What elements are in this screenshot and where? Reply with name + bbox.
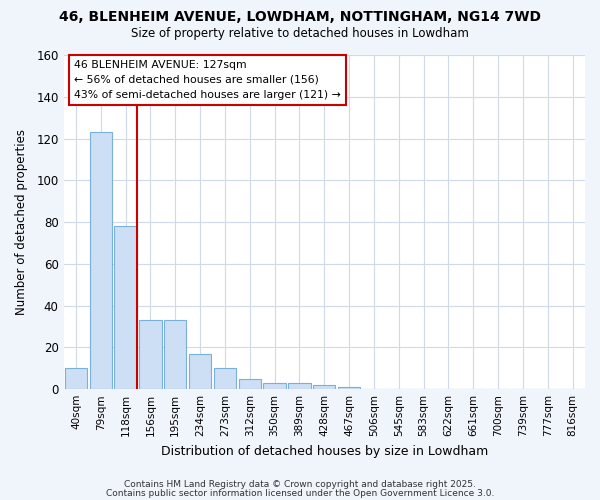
Bar — [115, 226, 137, 389]
Bar — [89, 132, 112, 389]
Bar — [65, 368, 87, 389]
Y-axis label: Number of detached properties: Number of detached properties — [15, 129, 28, 315]
Text: 46, BLENHEIM AVENUE, LOWDHAM, NOTTINGHAM, NG14 7WD: 46, BLENHEIM AVENUE, LOWDHAM, NOTTINGHAM… — [59, 10, 541, 24]
X-axis label: Distribution of detached houses by size in Lowdham: Distribution of detached houses by size … — [161, 444, 488, 458]
Bar — [239, 378, 261, 389]
Text: Size of property relative to detached houses in Lowdham: Size of property relative to detached ho… — [131, 28, 469, 40]
Bar — [164, 320, 187, 389]
Bar — [313, 385, 335, 389]
Bar — [338, 387, 360, 389]
Bar — [263, 383, 286, 389]
Text: 46 BLENHEIM AVENUE: 127sqm
← 56% of detached houses are smaller (156)
43% of sem: 46 BLENHEIM AVENUE: 127sqm ← 56% of deta… — [74, 60, 341, 100]
Bar — [214, 368, 236, 389]
Bar — [288, 383, 311, 389]
Text: Contains public sector information licensed under the Open Government Licence 3.: Contains public sector information licen… — [106, 488, 494, 498]
Text: Contains HM Land Registry data © Crown copyright and database right 2025.: Contains HM Land Registry data © Crown c… — [124, 480, 476, 489]
Bar — [139, 320, 161, 389]
Bar — [189, 354, 211, 389]
